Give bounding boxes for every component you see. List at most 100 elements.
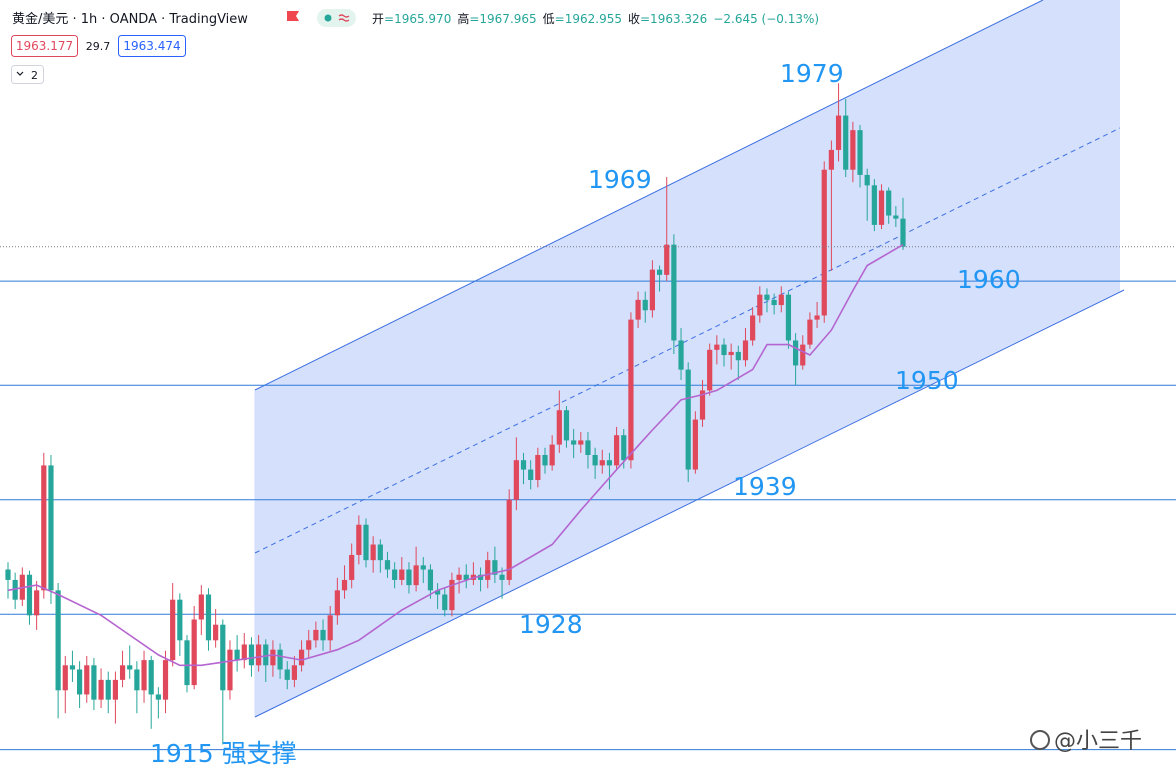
watermark-icon	[1030, 730, 1050, 750]
candle-body	[363, 524, 369, 561]
bid: 1963.177	[16, 39, 73, 53]
candle-body	[442, 594, 448, 611]
candle-body	[306, 640, 312, 650]
candle-body	[649, 269, 655, 311]
candle-body	[205, 594, 212, 641]
indicator-toggle[interactable]	[11, 65, 44, 84]
annotation: 1915 强支撑	[150, 739, 297, 768]
candle-body	[707, 349, 713, 391]
candle-body	[41, 465, 47, 591]
candle-body	[48, 465, 54, 591]
candle-body	[248, 644, 255, 666]
candle-body	[592, 454, 598, 466]
candle-body	[298, 649, 305, 666]
candle-body	[843, 115, 849, 170]
candle-body	[506, 499, 512, 580]
candle-body	[162, 660, 169, 700]
candle-body	[55, 590, 61, 691]
candle-body	[528, 469, 534, 480]
watermark: @小三千	[1030, 729, 1142, 754]
candle-body	[578, 440, 584, 445]
plot	[0, 83, 1176, 745]
channel-mid	[254, 127, 1121, 554]
candle-body	[112, 679, 118, 700]
candle-body	[5, 569, 11, 580]
spread: 29.7	[86, 40, 111, 53]
status-icon	[338, 14, 350, 22]
channel-fill	[255, 0, 1120, 717]
status-dot	[324, 14, 332, 22]
levels	[0, 280, 1176, 751]
candle-body	[220, 624, 226, 691]
ask-box[interactable]	[118, 35, 186, 57]
candle-body	[234, 649, 240, 661]
candle-body	[213, 624, 219, 641]
status-pill[interactable]	[317, 9, 356, 27]
candle-body	[606, 460, 613, 466]
candle-body	[850, 130, 856, 170]
ask: 1963.474	[123, 39, 180, 53]
channel	[254, 0, 1125, 718]
candle-body	[91, 665, 97, 700]
candle-body	[699, 390, 706, 420]
candle-body	[735, 351, 741, 361]
candle-body	[513, 460, 519, 500]
ohlc-label: 收	[628, 12, 640, 26]
candle-body	[134, 669, 140, 691]
candle-body	[485, 560, 491, 580]
candle-body	[778, 294, 784, 306]
candle-body	[571, 440, 577, 445]
candle-body	[84, 665, 90, 695]
flag-icon[interactable]	[287, 11, 299, 21]
candle-body	[563, 410, 570, 441]
candle-body	[671, 244, 677, 341]
candle-body	[878, 190, 885, 225]
candle-body	[742, 340, 749, 361]
candle-body	[635, 299, 641, 320]
candle-body	[170, 599, 176, 661]
candle-body	[678, 340, 684, 370]
candle-body	[492, 560, 498, 575]
moving-average	[7, 244, 904, 667]
candle-body	[764, 294, 770, 300]
candle-body	[628, 319, 634, 461]
annotation: 1960	[957, 265, 1021, 294]
candle-body	[327, 615, 333, 641]
candle-body	[320, 629, 326, 641]
candle-body	[549, 444, 555, 466]
candle-body	[284, 669, 290, 680]
candle-body	[341, 579, 348, 591]
ohlc-label: 低	[543, 12, 555, 26]
candle-body	[291, 665, 297, 680]
candle-body	[399, 569, 405, 580]
candle-body	[377, 544, 383, 561]
symbol: 黄金/美元 · 1h · OANDA · TradingView	[12, 11, 248, 27]
candle-body	[141, 660, 147, 691]
ohlc-label: 开	[372, 12, 384, 26]
candle-body	[800, 344, 806, 366]
bid-box[interactable]	[11, 35, 78, 57]
candle-body	[392, 569, 398, 580]
candle-body	[12, 579, 18, 600]
candle-body	[98, 679, 104, 700]
candle-body	[585, 440, 591, 455]
candle-body	[499, 574, 505, 580]
candle-body	[556, 410, 562, 445]
candle-body	[313, 629, 319, 641]
candle-body	[406, 569, 412, 586]
candle-body	[814, 315, 820, 320]
candle-body	[886, 190, 892, 216]
candle-body	[520, 460, 527, 470]
candle-body	[714, 344, 720, 350]
candle-body	[721, 344, 727, 356]
candle-body	[821, 169, 827, 316]
ohlc-value: =1962.955	[555, 12, 622, 26]
candle-body	[857, 130, 863, 175]
candle-body	[263, 644, 269, 666]
annotation: 1979	[780, 59, 844, 88]
candle-body	[270, 649, 276, 666]
candle-body	[26, 574, 33, 616]
candle-body	[692, 419, 698, 470]
annotation: 1950	[895, 366, 959, 395]
